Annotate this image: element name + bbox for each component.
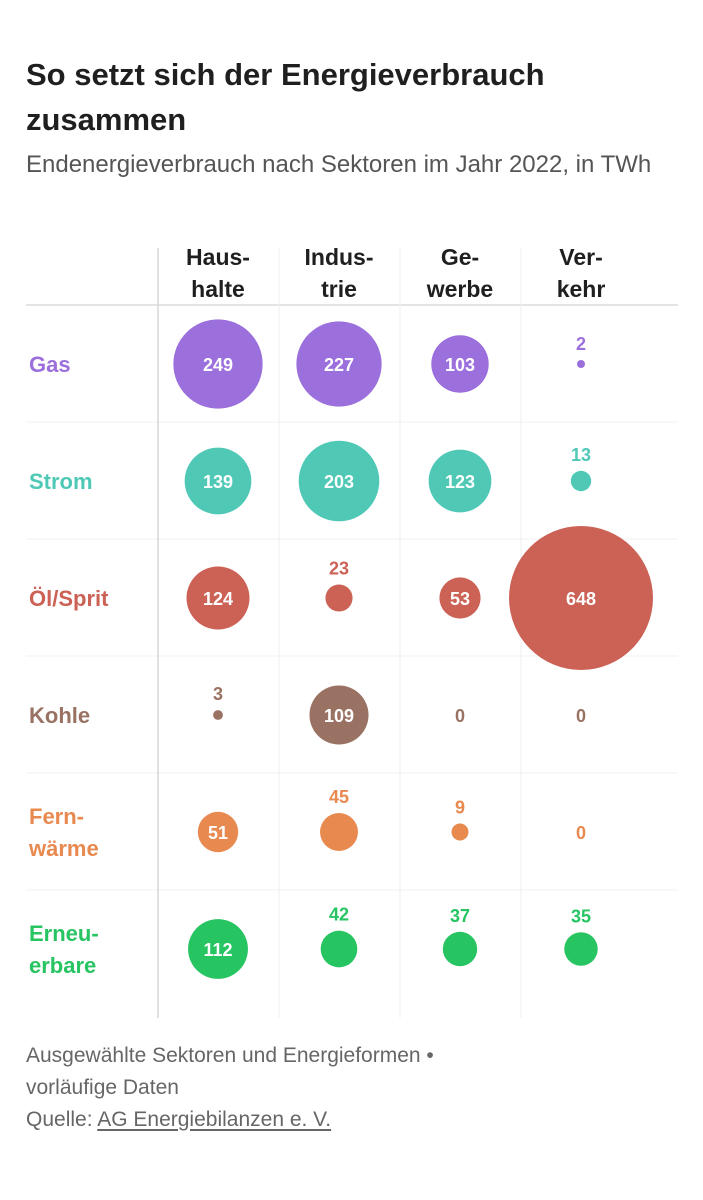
value-label-fernwrme-verkehr: 0 [576, 823, 586, 843]
chart-footer: Ausgewählte Sektoren und Energieformen •… [26, 1040, 666, 1136]
footer-note: Ausgewählte Sektoren und Energieformen • [26, 1044, 434, 1067]
footer-note-2: vorläufige Daten [26, 1076, 179, 1099]
value-label-lsprit-verkehr: 648 [566, 589, 596, 609]
value-label-lsprit-industrie: 23 [329, 558, 349, 578]
value-label-gas-gewerbe: 103 [445, 355, 475, 375]
value-label-lsprit-haushalte: 124 [203, 589, 233, 609]
value-label-erneuerbare-verkehr: 35 [571, 906, 591, 926]
chart-title: So setzt sich der Energieverbrauch zusam… [26, 57, 545, 137]
bubble-lsprit-gewerbe [439, 577, 481, 619]
value-label-erneuerbare-haushalte: 112 [203, 940, 232, 960]
source-line: Quelle: AG Energiebilanzen e. V. [26, 1104, 666, 1136]
value-label-erneuerbare-gewerbe: 37 [450, 906, 470, 926]
value-label-gas-haushalte: 249 [203, 355, 233, 375]
bubble-gas-industrie [296, 321, 382, 407]
source-label: Quelle: [26, 1108, 98, 1131]
bubble-lsprit-verkehr [509, 526, 653, 670]
value-label-kohle-haushalte: 3 [213, 684, 223, 704]
bubble-lsprit-haushalte [186, 566, 250, 630]
bubble-gas-verkehr [577, 360, 585, 368]
value-label-kohle-verkehr: 0 [576, 706, 586, 726]
bubble-lsprit-industrie [325, 584, 353, 612]
bubble-strom-haushalte [184, 447, 252, 515]
row-label-1: Strom [29, 469, 93, 494]
column-header-industrie: trie [321, 276, 357, 302]
value-label-kohle-gewerbe: 0 [455, 706, 465, 726]
bubble-strom-industrie [298, 440, 380, 522]
source-link[interactable]: AG Energiebilanzen e. V. [97, 1108, 332, 1131]
row-label-4: wärme [28, 836, 99, 861]
bubble-erneuerbare-gewerbe [442, 931, 478, 967]
row-label-4: Fern- [29, 804, 84, 829]
bubble-erneuerbare-haushalte [188, 919, 248, 979]
bubble-chart: Haus-halte Indus-trie Ge-werbe Ver-kehr Gas 2… [26, 244, 678, 1018]
value-label-gas-industrie: 227 [324, 355, 354, 375]
column-header-gewerbe: Ge- [441, 244, 479, 270]
value-label-strom-verkehr: 13 [571, 445, 591, 465]
bubble-strom-gewerbe [428, 449, 492, 513]
column-header-verkehr: Ver- [559, 244, 602, 270]
bubble-kohle-haushalte [213, 710, 223, 720]
column-header-gewerbe: werbe [426, 276, 493, 302]
value-label-strom-haushalte: 139 [203, 472, 233, 492]
bubble-fernwrme-gewerbe [451, 823, 469, 841]
row-label-0: Gas [29, 352, 71, 377]
value-label-fernwrme-industrie: 45 [329, 787, 349, 807]
value-label-gas-verkehr: 2 [576, 334, 586, 354]
bubble-fernwrme-haushalte [197, 811, 239, 853]
value-label-fernwrme-gewerbe: 9 [455, 798, 465, 818]
value-label-strom-industrie: 203 [324, 472, 354, 492]
bubble-gas-gewerbe [431, 335, 489, 393]
value-label-lsprit-gewerbe: 53 [450, 589, 470, 609]
bubble-fernwrme-industrie [320, 813, 358, 851]
row-label-5: erbare [29, 953, 96, 978]
bubble-kohle-industrie [309, 685, 369, 745]
column-header-haushalte: Haus- [186, 244, 250, 270]
column-header-haushalte: halte [191, 276, 245, 302]
row-label-3: Kohle [29, 703, 90, 728]
column-header-verkehr: kehr [557, 276, 606, 302]
chart-subtitle: Endenergieverbrauch nach Sektoren im Jah… [26, 151, 652, 178]
column-header-industrie: Indus- [305, 244, 374, 270]
value-label-fernwrme-haushalte: 51 [208, 823, 228, 843]
bubble-strom-verkehr [570, 470, 592, 492]
row-label-2: Öl/Sprit [29, 586, 109, 611]
row-label-5: Erneu- [29, 921, 99, 946]
bubble-erneuerbare-verkehr [564, 932, 598, 966]
value-label-strom-gewerbe: 123 [445, 472, 475, 492]
value-label-erneuerbare-industrie: 42 [329, 905, 349, 925]
bubble-erneuerbare-industrie [320, 930, 358, 968]
value-label-kohle-industrie: 109 [324, 706, 354, 726]
bubble-gas-haushalte [173, 319, 263, 409]
